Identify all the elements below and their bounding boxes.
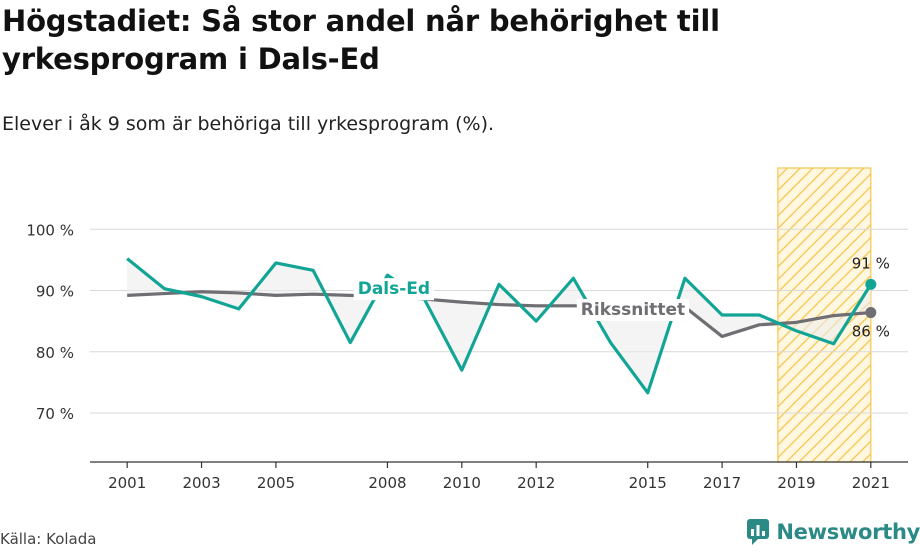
difference-area	[127, 258, 871, 393]
brand-logo: Newsworthy	[746, 518, 920, 546]
end-label-rikssnittet: 86 %	[852, 323, 890, 341]
x-tick-label: 2012	[517, 474, 555, 492]
end-point-dals-ed	[865, 278, 877, 290]
brand-name: Newsworthy	[776, 520, 920, 544]
chart-title: Högstadiet: Så stor andel når behörighet…	[2, 4, 720, 76]
x-tick-label: 2015	[629, 474, 667, 492]
source-note: Källa: Kolada	[0, 530, 97, 548]
series-label-dals-ed-backing	[353, 278, 435, 301]
x-tick-label: 2010	[443, 474, 481, 492]
x-tick-label: 2019	[777, 474, 815, 492]
series-line-dals-ed	[126, 257, 873, 395]
chart-subtitle: Elever i åk 9 som är behöriga till yrkes…	[2, 113, 495, 135]
x-tick-label: 2017	[703, 474, 741, 492]
x-tick-label: 2001	[108, 474, 146, 492]
x-tick-label: 2021	[852, 474, 890, 492]
x-tick-label: 2008	[368, 474, 406, 492]
y-tick-label: 100 %	[26, 221, 74, 239]
y-tick-label: 70 %	[36, 405, 74, 423]
y-tick-label: 80 %	[36, 344, 74, 362]
y-tick-label: 90 %	[36, 283, 74, 301]
series-label-dals-ed: Dals-Ed	[358, 279, 430, 299]
series-label-rikssnittet: Rikssnittet	[581, 300, 685, 320]
end-point-rikssnittet	[865, 307, 877, 319]
x-tick-label: 2003	[182, 474, 220, 492]
series-label-rikssnittet-backing	[576, 299, 690, 321]
end-label-dals-ed: 91 %	[852, 254, 890, 272]
x-tick-label: 2005	[257, 474, 295, 492]
newsworthy-logo-icon	[747, 519, 770, 545]
